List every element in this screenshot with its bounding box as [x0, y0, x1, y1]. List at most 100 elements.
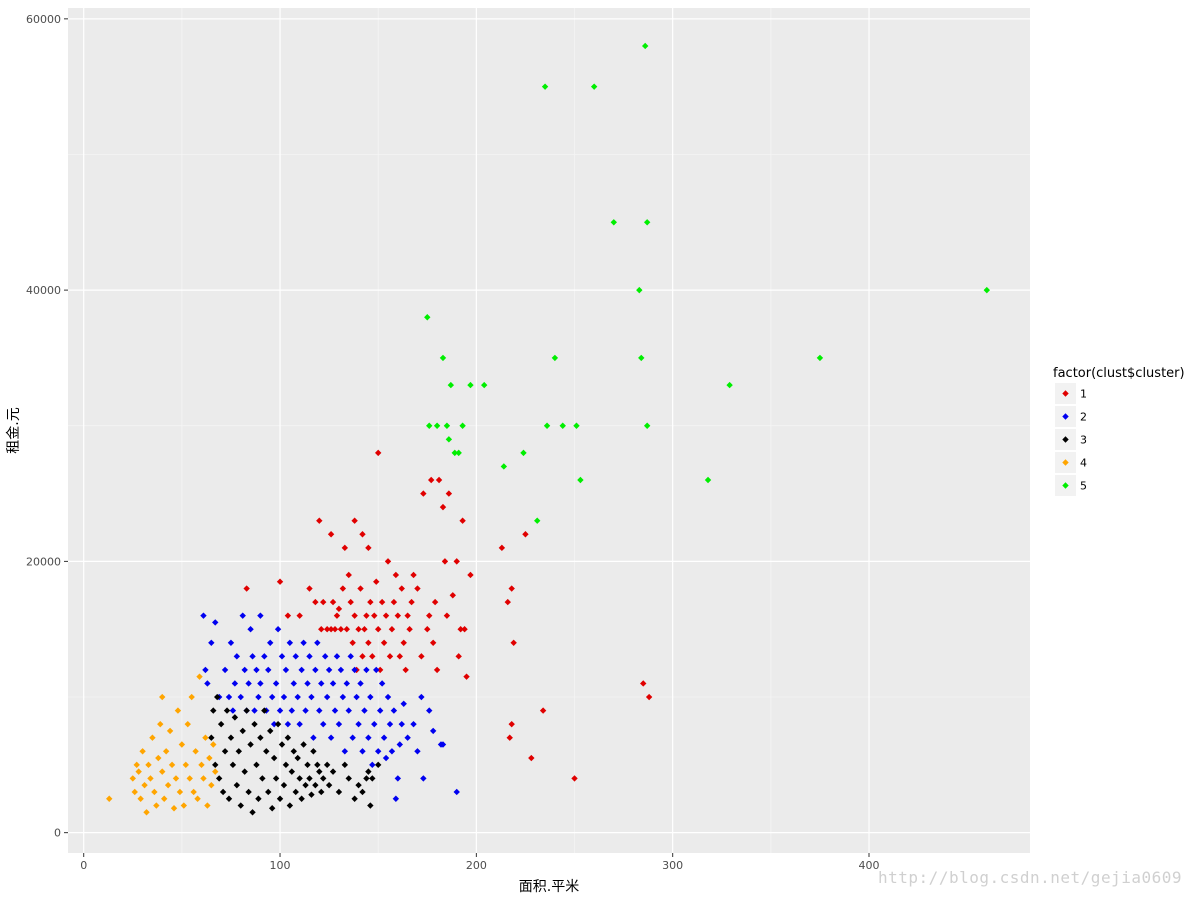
data-point-cluster-1: [327, 626, 335, 633]
data-point-cluster-2: [404, 734, 411, 741]
data-point-cluster-2: [290, 680, 297, 687]
data-point-cluster-5: [451, 449, 458, 457]
data-point-cluster-2: [380, 734, 388, 741]
data-point-cluster-2: [202, 666, 209, 674]
data-point-cluster-4: [186, 775, 193, 782]
data-point-cluster-1: [296, 612, 303, 619]
data-point-cluster-1: [396, 653, 403, 660]
data-point-cluster-4: [157, 720, 164, 728]
data-point-cluster-5: [455, 449, 462, 457]
data-point-cluster-3: [280, 781, 288, 789]
data-point-cluster-2: [355, 720, 362, 728]
data-point-cluster-1: [392, 571, 400, 579]
data-point-cluster-1: [365, 544, 372, 552]
data-point-cluster-5: [459, 422, 466, 429]
data-point-cluster-5: [481, 381, 488, 389]
data-point-cluster-3: [239, 727, 246, 735]
data-point-cluster-3: [210, 707, 217, 714]
data-point-cluster-1: [329, 598, 337, 606]
data-point-cluster-5: [500, 463, 508, 470]
data-point-cluster-2: [204, 680, 211, 687]
data-point-cluster-2: [261, 653, 268, 660]
data-point-cluster-3: [259, 775, 266, 782]
data-point-cluster-4: [206, 754, 213, 762]
data-point-cluster-4: [172, 775, 180, 782]
data-point-cluster-3: [278, 741, 286, 748]
x-tick-label: 100: [270, 859, 291, 872]
data-point-cluster-1: [424, 626, 431, 633]
data-point-cluster-2: [365, 734, 372, 741]
data-point-cluster-3: [312, 781, 319, 789]
data-point-cluster-1: [408, 598, 415, 606]
data-point-cluster-1: [433, 666, 441, 674]
data-point-cluster-4: [143, 809, 150, 816]
data-point-cluster-3: [314, 761, 321, 769]
data-point-cluster-1: [382, 612, 390, 619]
data-point-cluster-1: [528, 754, 535, 762]
data-point-cluster-4: [145, 761, 152, 769]
data-point-cluster-1: [347, 598, 354, 606]
data-point-cluster-1: [449, 592, 456, 599]
data-point-cluster-4: [131, 788, 138, 796]
legend-key-cluster-3: [1062, 436, 1069, 443]
data-point-cluster-1: [539, 707, 547, 714]
data-point-cluster-3: [290, 748, 297, 755]
data-point-cluster-1: [351, 517, 358, 524]
data-point-cluster-2: [396, 741, 403, 748]
legend-key-cluster-2: [1062, 413, 1069, 420]
data-point-cluster-1: [357, 585, 364, 592]
data-point-cluster-4: [149, 734, 156, 741]
data-point-cluster-3: [292, 788, 299, 796]
data-point-cluster-1: [373, 578, 380, 585]
data-point-cluster-1: [318, 626, 325, 633]
data-point-cluster-1: [426, 612, 433, 619]
data-point-cluster-1: [371, 612, 378, 619]
data-point-cluster-2: [321, 653, 329, 660]
data-point-cluster-1: [571, 775, 578, 782]
data-point-cluster-2: [265, 666, 272, 674]
data-point-cluster-3: [308, 791, 315, 798]
x-tick-label: 200: [466, 859, 487, 872]
legend-label: 2: [1080, 411, 1087, 424]
data-point-cluster-2: [308, 693, 315, 701]
data-point-cluster-1: [312, 598, 319, 606]
data-point-cluster-2: [388, 748, 396, 755]
data-point-cluster-2: [306, 653, 313, 660]
data-point-cluster-1: [363, 612, 370, 619]
data-point-cluster-3: [221, 748, 229, 755]
data-point-cluster-3: [245, 788, 252, 796]
data-point-cluster-1: [400, 639, 407, 646]
data-point-cluster-4: [182, 761, 189, 769]
data-point-cluster-3: [225, 795, 233, 802]
data-point-cluster-2: [386, 720, 394, 728]
data-point-cluster-1: [508, 720, 515, 728]
data-point-cluster-2: [323, 693, 331, 701]
data-point-cluster-1: [376, 666, 384, 674]
data-point-cluster-2: [331, 707, 339, 714]
data-point-cluster-5: [577, 476, 584, 484]
data-point-cluster-3: [233, 781, 241, 789]
data-point-cluster-2: [267, 639, 274, 646]
data-point-cluster-4: [198, 761, 205, 769]
data-point-cluster-4: [210, 741, 217, 748]
y-axis-title: 租金.元: [6, 407, 22, 453]
y-tick-label: 60000: [26, 13, 61, 26]
data-point-cluster-1: [388, 626, 396, 633]
data-point-cluster-3: [367, 802, 374, 809]
data-point-cluster-2: [345, 707, 352, 714]
data-point-cluster-3: [298, 795, 305, 802]
data-point-cluster-2: [335, 720, 343, 728]
data-point-cluster-3: [251, 720, 258, 728]
data-point-cluster-3: [208, 734, 215, 741]
data-point-cluster-5: [520, 449, 527, 457]
data-point-cluster-1: [463, 673, 470, 680]
data-point-cluster-2: [278, 653, 286, 660]
data-point-cluster-5: [426, 422, 433, 429]
data-point-cluster-3: [365, 768, 372, 775]
data-point-cluster-1: [384, 558, 392, 565]
data-point-cluster-2: [316, 707, 323, 714]
data-point-cluster-1: [337, 626, 345, 633]
data-point-cluster-5: [726, 381, 733, 389]
data-point-cluster-2: [257, 612, 264, 619]
data-point-cluster-2: [255, 693, 262, 701]
